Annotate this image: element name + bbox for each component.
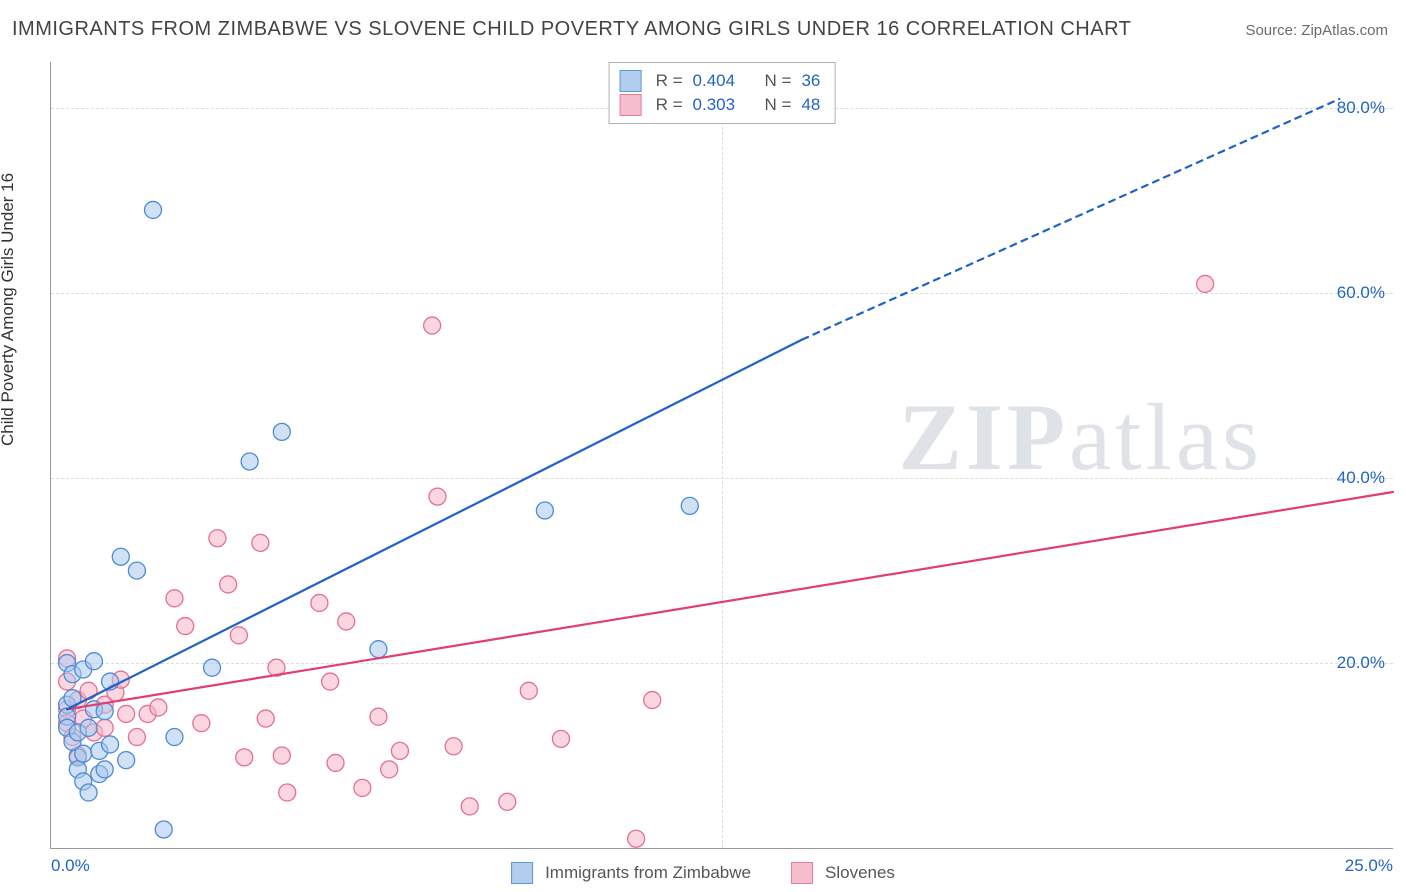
series-a-point xyxy=(128,562,145,579)
regression-line xyxy=(67,339,802,709)
series-a-point xyxy=(370,641,387,658)
r-label: R = xyxy=(656,69,683,93)
regression-line xyxy=(803,99,1340,339)
series-b-point xyxy=(1197,275,1214,292)
series-b-point xyxy=(311,594,328,611)
series-a-point xyxy=(155,821,172,838)
series-a-point xyxy=(536,502,553,519)
series-b-point xyxy=(252,534,269,551)
correlation-legend: R = 0.404 N = 36 R = 0.303 N = 48 xyxy=(609,62,836,124)
series-b-point xyxy=(177,618,194,635)
series-b-point xyxy=(80,682,97,699)
series-a-point xyxy=(241,453,258,470)
r-value-a: 0.404 xyxy=(693,69,736,93)
series-a-point xyxy=(85,653,102,670)
series-b-point xyxy=(193,715,210,732)
series-a-point xyxy=(273,423,290,440)
series-legend-b: Slovenes xyxy=(791,862,895,884)
n-value-a: 36 xyxy=(801,69,820,93)
series-a-point xyxy=(80,719,97,736)
x-tick-label: 0.0% xyxy=(51,856,90,876)
n-label: N = xyxy=(765,93,792,117)
series-a-point xyxy=(681,497,698,514)
legend-swatch-a xyxy=(511,862,533,884)
series-a-point xyxy=(96,761,113,778)
y-tick-label: 80.0% xyxy=(1337,98,1385,118)
series-b-point xyxy=(150,699,167,716)
y-tick-label: 20.0% xyxy=(1337,653,1385,673)
correlation-legend-row-a: R = 0.404 N = 36 xyxy=(620,69,821,93)
y-tick-label: 40.0% xyxy=(1337,468,1385,488)
plot-area: R = 0.404 N = 36 R = 0.303 N = 48 ZIPatl… xyxy=(50,62,1393,849)
series-b-point xyxy=(461,798,478,815)
series-b-point xyxy=(257,710,274,727)
series-a-label: Immigrants from Zimbabwe xyxy=(545,863,751,883)
series-b-point xyxy=(499,793,516,810)
series-a-point xyxy=(204,659,221,676)
series-a-point xyxy=(102,736,119,753)
series-b-point xyxy=(424,317,441,334)
series-b-point xyxy=(327,754,344,771)
series-b-point xyxy=(236,749,253,766)
series-a-point xyxy=(80,784,97,801)
series-b-point xyxy=(391,742,408,759)
legend-swatch-b xyxy=(620,94,642,116)
series-b-point xyxy=(279,784,296,801)
series-b-point xyxy=(429,488,446,505)
legend-swatch-a xyxy=(620,70,642,92)
series-b-point xyxy=(230,627,247,644)
series-b-point xyxy=(381,761,398,778)
series-b-point xyxy=(370,708,387,725)
series-b-point xyxy=(520,682,537,699)
series-b-point xyxy=(220,576,237,593)
series-legend-a: Immigrants from Zimbabwe xyxy=(511,862,751,884)
series-b-point xyxy=(128,729,145,746)
correlation-legend-row-b: R = 0.303 N = 48 xyxy=(620,93,821,117)
series-b-point xyxy=(338,613,355,630)
series-a-point xyxy=(118,752,135,769)
series-b-point xyxy=(322,673,339,690)
r-value-b: 0.303 xyxy=(693,93,736,117)
source-label: Source: ZipAtlas.com xyxy=(1245,22,1388,39)
series-b-point xyxy=(118,705,135,722)
series-b-point xyxy=(552,730,569,747)
series-b-point xyxy=(628,830,645,847)
series-b-label: Slovenes xyxy=(825,863,895,883)
n-label: N = xyxy=(765,69,792,93)
r-label: R = xyxy=(656,93,683,117)
series-b-point xyxy=(445,738,462,755)
series-b-point xyxy=(209,530,226,547)
series-b-point xyxy=(644,692,661,709)
series-a-point xyxy=(144,201,161,218)
x-tick-label: 25.0% xyxy=(1345,856,1393,876)
n-value-b: 48 xyxy=(801,93,820,117)
series-b-point xyxy=(354,779,371,796)
series-a-point xyxy=(112,548,129,565)
legend-swatch-b xyxy=(791,862,813,884)
regression-line xyxy=(67,492,1393,709)
y-tick-label: 60.0% xyxy=(1337,283,1385,303)
series-a-point xyxy=(166,729,183,746)
plot-svg xyxy=(51,62,1393,848)
series-b-point xyxy=(273,747,290,764)
chart-container: IMMIGRANTS FROM ZIMBABWE VS SLOVENE CHIL… xyxy=(0,0,1406,892)
series-a-point xyxy=(75,745,92,762)
y-axis-label: Child Poverty Among Girls Under 16 xyxy=(0,173,18,446)
series-legend: Immigrants from Zimbabwe Slovenes xyxy=(511,862,895,884)
series-b-point xyxy=(166,590,183,607)
series-b-point xyxy=(96,719,113,736)
chart-title: IMMIGRANTS FROM ZIMBABWE VS SLOVENE CHIL… xyxy=(12,18,1131,41)
